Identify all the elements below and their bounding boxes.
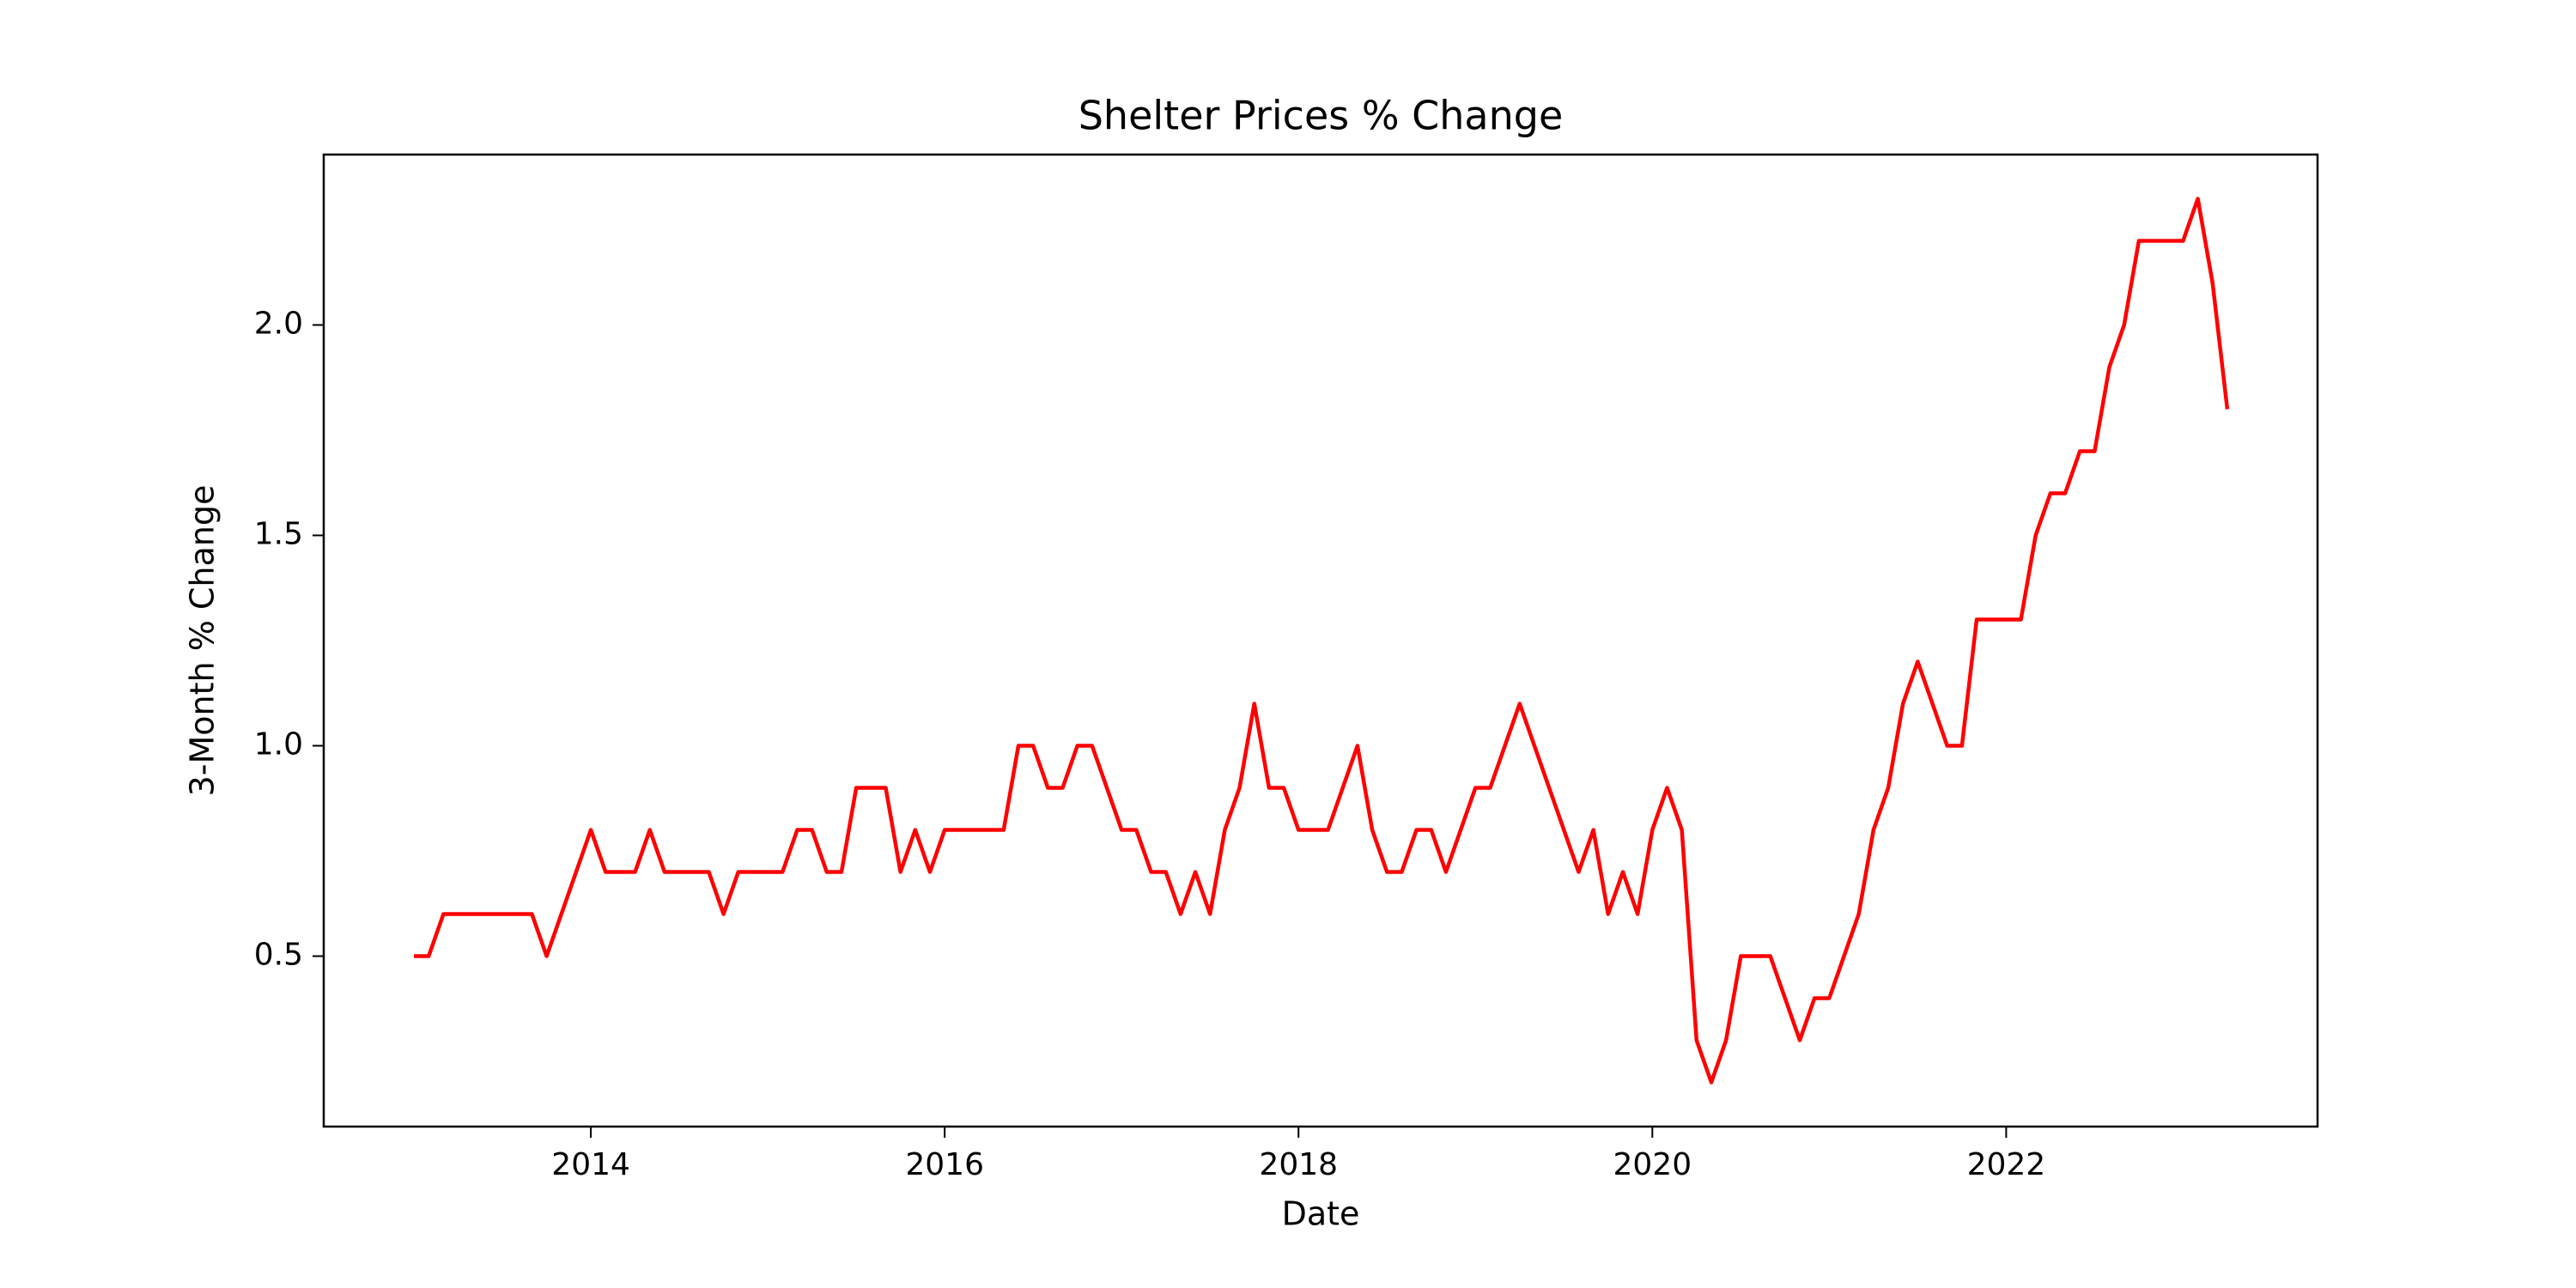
line-series: [414, 197, 2230, 1084]
chart-title: Shelter Prices % Change: [1078, 93, 1564, 139]
x-tick-label: 2016: [905, 1147, 984, 1182]
x-axis-label: Date: [1282, 1195, 1360, 1233]
y-tick-label: 2.0: [254, 306, 303, 341]
plot-frame: [322, 153, 2319, 1128]
x-tick-label: 2020: [1613, 1147, 1692, 1182]
x-tick-label: 2018: [1259, 1147, 1338, 1182]
x-tick-label: 2022: [1967, 1147, 2046, 1182]
y-tick-label: 0.5: [254, 938, 303, 973]
x-tick-label: 2014: [551, 1147, 630, 1182]
y-tick-label: 1.0: [254, 727, 303, 762]
y-axis-label: 3-Month % Change: [184, 485, 222, 797]
y-tick-label: 1.5: [254, 516, 303, 551]
